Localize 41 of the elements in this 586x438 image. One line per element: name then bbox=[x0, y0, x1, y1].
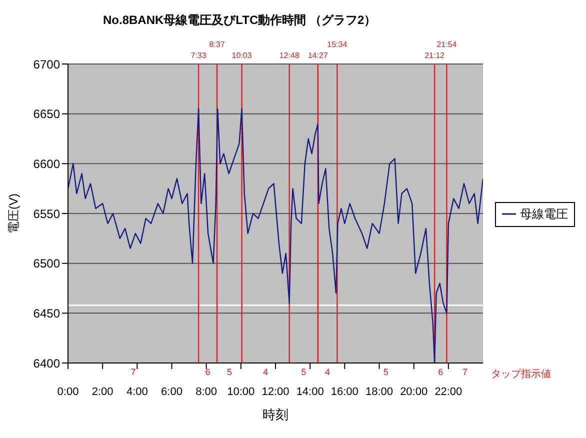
y-tick-label: 6450 bbox=[33, 306, 60, 320]
y-tick-label: 6700 bbox=[33, 57, 60, 72]
y-axis-title: 電圧(V) bbox=[6, 194, 20, 234]
text: 15:34 bbox=[326, 40, 348, 49]
y-tick-label: 6500 bbox=[33, 256, 60, 271]
y-tick-label: 6550 bbox=[33, 206, 60, 221]
text: 21:12 bbox=[424, 51, 446, 60]
text: 4 bbox=[262, 367, 270, 377]
text: 5 bbox=[382, 367, 390, 377]
x-tick-label: 8:00 bbox=[196, 386, 218, 398]
text: 6 bbox=[204, 367, 212, 377]
x-tick-label: 16:00 bbox=[330, 386, 358, 398]
text: 5 bbox=[226, 367, 233, 377]
text: 5 bbox=[300, 367, 308, 377]
chart-title: No.8BANK母線電圧及びLTC動作時間 （グラフ2） bbox=[103, 12, 376, 29]
x-tick-label: 2:00 bbox=[92, 386, 114, 398]
legend-label: 母線電圧 bbox=[520, 206, 568, 222]
text: 7:33 bbox=[190, 51, 208, 60]
x-tick-label: 10:00 bbox=[227, 386, 255, 398]
x-tick-label: 22:00 bbox=[434, 386, 462, 398]
text: 14:27 bbox=[306, 51, 329, 60]
text: 12:48 bbox=[278, 51, 300, 60]
x-tick-label: 18:00 bbox=[365, 386, 394, 398]
x-tick-label: 12:00 bbox=[262, 386, 290, 398]
x-tick-label: 4:00 bbox=[126, 386, 148, 398]
text: 7 bbox=[130, 367, 137, 377]
y-tick-label: 6650 bbox=[33, 107, 60, 122]
text: 7 bbox=[461, 367, 468, 377]
text: タップ指示値 bbox=[491, 368, 551, 381]
text: 21:54 bbox=[436, 40, 458, 49]
text: 4 bbox=[324, 367, 332, 377]
x-tick-label: 0:00 bbox=[57, 386, 79, 398]
y-tick-label: 6600 bbox=[33, 156, 60, 171]
text: 6 bbox=[437, 367, 444, 377]
x-tick-label: 14:00 bbox=[296, 386, 324, 398]
y-tick-label: 6400 bbox=[33, 356, 60, 370]
text: 10:03 bbox=[230, 51, 253, 60]
x-tick-label: 6:00 bbox=[161, 386, 182, 398]
x-tick-label: 20:00 bbox=[400, 386, 428, 398]
x-axis-title: 時刻 bbox=[262, 407, 288, 422]
text: 8:37 bbox=[208, 40, 226, 49]
